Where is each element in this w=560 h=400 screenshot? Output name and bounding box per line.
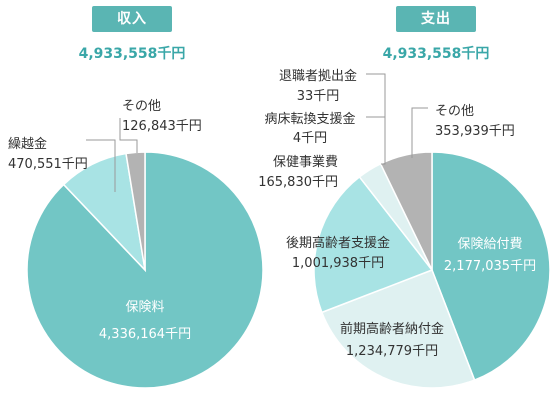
expense-slice-2 xyxy=(313,175,434,314)
expense-slice-6 xyxy=(379,151,433,271)
expense-slice-3-value: 165,830千円 xyxy=(258,175,338,190)
income-slice-0-name: 保険料 xyxy=(125,300,164,315)
income-slice-2-name: その他 xyxy=(122,99,161,114)
income-pie: 保険料 4,336,164千円 繰越金 470,551千円 その他 126,843千円 xyxy=(8,99,264,389)
expense-slice-3-name: 保健事業費 xyxy=(273,154,338,170)
expense-slice-4-leader xyxy=(366,73,386,165)
expense-slice-4-name: 退職者拠出金 xyxy=(279,68,357,84)
income-slice-0-value: 4,336,164千円 xyxy=(99,327,191,342)
income-slice-2-value: 126,843千円 xyxy=(122,119,202,134)
expense-slice-5-value: 4千円 xyxy=(293,131,327,146)
income-slice-2 xyxy=(125,151,146,271)
expense-slice-0-value: 2,177,035千円 xyxy=(444,259,536,274)
income-badge: 収入 xyxy=(92,6,172,32)
expense-slice-1 xyxy=(320,269,476,389)
expense-slice-6-leader xyxy=(411,107,428,158)
expense-slice-1-value: 1,234,779千円 xyxy=(346,344,438,359)
expense-slice-6-name: その他 xyxy=(435,104,474,119)
income-slice-2-leader xyxy=(119,118,138,153)
expense-slice-2-value: 1,001,938千円 xyxy=(292,256,384,271)
expense-slice-6-value: 353,939千円 xyxy=(435,124,515,139)
expense-slice-4-value: 33千円 xyxy=(297,89,340,104)
expense-slice-1-name: 前期高齢者納付金 xyxy=(340,321,444,337)
expense-slice-5-name: 病床転換支援金 xyxy=(264,111,355,127)
expense-slice-2-name: 後期高齢者支援金 xyxy=(286,235,390,251)
income-slice-1-value: 470,551千円 xyxy=(8,157,88,172)
expense-slice-0-name: 保険給付費 xyxy=(457,237,522,252)
income-slice-1-leader xyxy=(86,139,116,192)
income-slice-1-name: 繰越金 xyxy=(8,136,47,152)
expense-slice-0 xyxy=(431,151,551,382)
income-total: 4,933,558千円 xyxy=(78,46,186,62)
expense-badge: 支出 xyxy=(396,6,476,32)
expense-total: 4,933,558千円 xyxy=(382,46,490,62)
